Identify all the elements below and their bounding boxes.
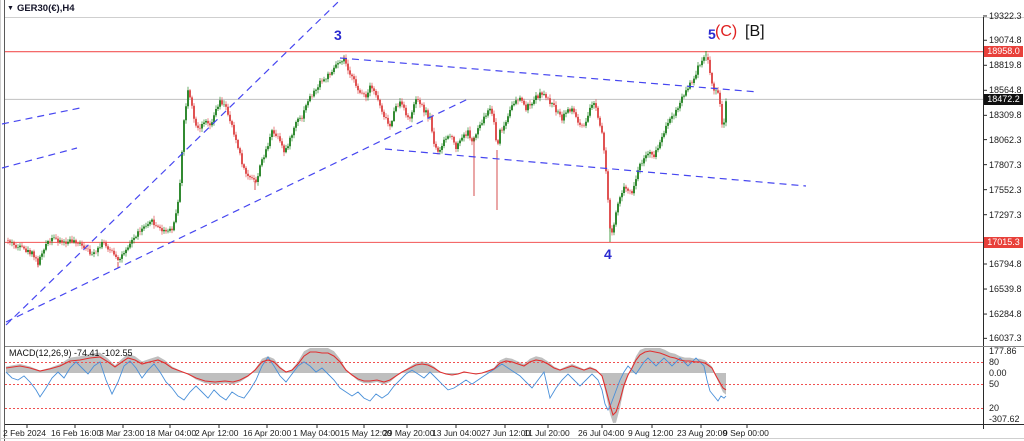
price-tick-label: 16539.8 [989,284,1022,295]
macd-scale-label: 0.00 [989,368,1007,378]
symbol-title-label: GER30(€),H4 [16,3,75,14]
time-tick-label: 1 May 04:00 [293,428,340,438]
price-badge-18958.0: 18958.0 [984,46,1023,58]
time-tick-label: 27 Jun 12:00 [481,428,531,438]
price-tick-label: 19074.8 [989,35,1022,46]
price-badge-17015.3: 17015.3 [984,236,1023,248]
time-tick-label: 2 Feb 2024 [3,428,47,438]
price-tick-label: 17552.3 [989,184,1022,195]
time-tick-label: 9 Aug 12:00 [628,428,674,438]
time-tick-label: 13 Jun 04:00 [432,428,482,438]
wave-label-B: [B] [745,23,765,40]
wave-label-3: 3 [334,27,342,43]
price-tick-label: 16794.8 [989,259,1022,269]
time-tick-label: 23 Aug 20:00 [677,428,728,438]
macd-level-label: 80 [989,357,1000,367]
chevron-down-icon[interactable]: ▼ [7,5,14,12]
price-tick-label: 16284.8 [989,309,1022,320]
wave-label-4: 4 [604,246,612,262]
price-tick-label: 19322.3 [989,10,1022,21]
price-tick-label: 16037.3 [989,333,1022,344]
time-tick-label: 16 Feb 16:00 [51,428,102,438]
time-tick-label: 3 Mar 23:00 [99,428,145,438]
macd-scale-label: 177.86 [989,346,1017,356]
time-tick-label: 11 Jul 20:00 [524,428,570,438]
price-badge-18472.2: 18472.2 [984,93,1023,105]
price-tick-label: 18309.8 [989,110,1022,121]
macd-level-label: 20 [989,403,1000,413]
symbol-title: ▼ GER30(€),H4 [7,3,75,14]
wave-label-C: (C) [715,23,738,40]
time-tick-label: 29 May 20:00 [383,428,435,438]
price-tick-label: 18062.3 [989,134,1022,145]
price-tick-label: 18564.8 [989,85,1022,96]
time-tick-label: 16 Apr 20:00 [243,428,292,438]
macd-indicator-label: MACD(12,26,9) -74.41 -102.55 [9,348,133,358]
macd-scale-label: -307.62 [989,414,1020,424]
price-tick-label: 17297.3 [989,209,1022,220]
price-tick-label: 18819.8 [989,60,1022,71]
time-tick-label: 15 May 12:00 [340,428,392,438]
time-tick-label: 18 Mar 04:00 [146,428,197,438]
wave-label-5: 5 [708,26,716,42]
price-tick-label: 17807.3 [989,159,1022,170]
time-tick-label: 9 Sep 00:00 [723,428,769,438]
macd-level-label: 50 [989,379,1000,389]
time-tick-label: 2 Apr 12:00 [195,428,239,438]
time-tick-label: 26 Jul 04:00 [578,428,625,438]
